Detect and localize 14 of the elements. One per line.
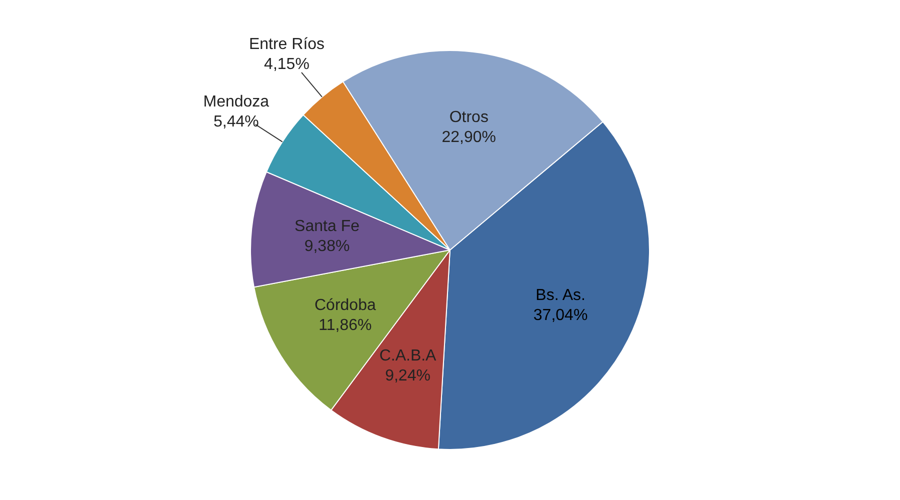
data-label: 11,86%: [318, 317, 372, 334]
slice-label: Santa Fe: [294, 218, 360, 236]
slice-label: Entre Ríos: [248, 36, 325, 54]
data-label: 5,44%: [213, 113, 259, 130]
data-label: 4,15%: [264, 56, 310, 74]
slice-label: Mendoza: [203, 93, 270, 110]
slice-label: C.A.B.A: [379, 348, 437, 365]
data-label: 9,24%: [385, 368, 430, 385]
slice-label: Bs. As.: [536, 286, 586, 304]
slice-label: Córdoba: [314, 297, 376, 314]
data-label: 9,38%: [304, 238, 350, 256]
data-label: 22,90%: [442, 129, 496, 146]
data-label: 37,04%: [533, 306, 588, 324]
slice-label: Otros: [449, 109, 488, 126]
